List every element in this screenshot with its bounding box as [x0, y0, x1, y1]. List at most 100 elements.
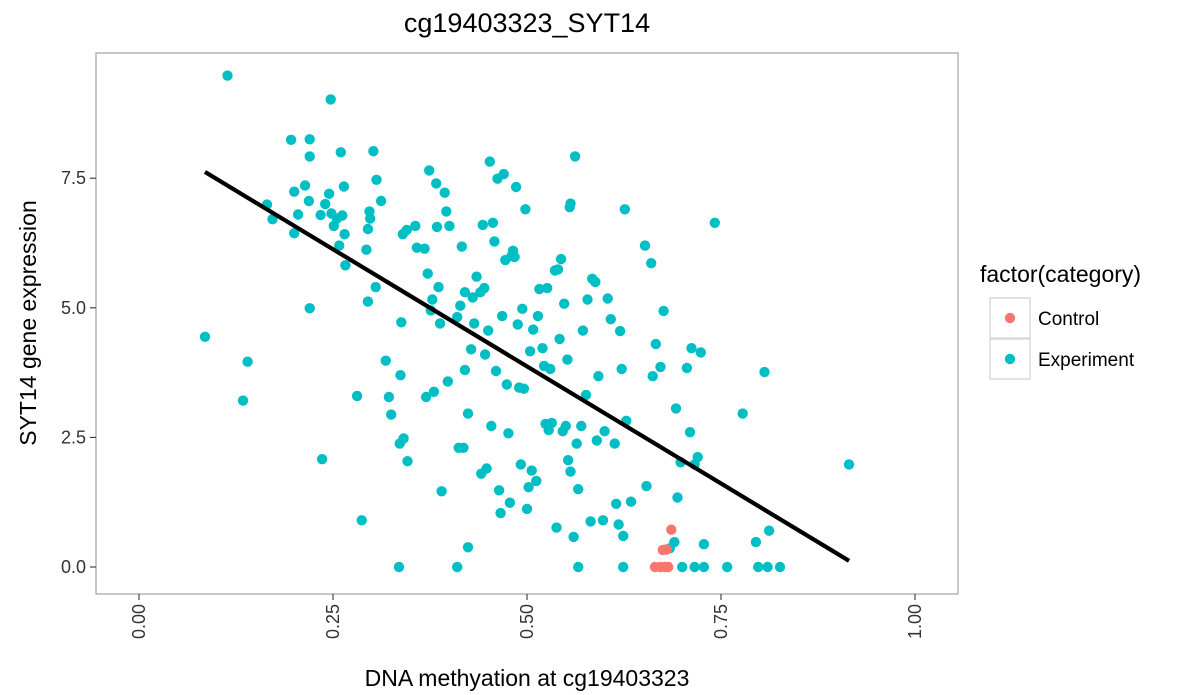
- point-experiment: [591, 435, 602, 446]
- point-experiment: [658, 305, 669, 317]
- point-experiment: [762, 561, 773, 573]
- point-experiment: [337, 210, 348, 221]
- point-experiment: [625, 496, 637, 507]
- point-experiment: [289, 228, 300, 239]
- y-axis-title: SYT14 gene expression: [15, 200, 41, 446]
- point-experiment: [520, 204, 531, 215]
- point-experiment: [670, 403, 682, 414]
- legend-title: factor(category): [980, 261, 1141, 287]
- point-experiment: [493, 485, 505, 496]
- point-control: [666, 524, 677, 535]
- point-experiment: [424, 165, 435, 176]
- point-experiment: [692, 451, 703, 463]
- point-experiment: [237, 395, 249, 406]
- point-experiment: [375, 195, 387, 207]
- point-experiment: [495, 507, 506, 519]
- point-experiment: [422, 268, 433, 279]
- point-experiment: [737, 408, 748, 419]
- point-experiment: [402, 456, 413, 467]
- point-experiment: [383, 391, 395, 403]
- point-experiment: [843, 459, 855, 470]
- point-experiment: [431, 178, 442, 189]
- point-experiment: [695, 347, 706, 358]
- y-tick-label: 2.5: [61, 427, 86, 447]
- point-experiment: [393, 561, 405, 573]
- point-experiment: [545, 363, 556, 375]
- point-experiment: [650, 338, 661, 350]
- point-experiment: [490, 365, 502, 377]
- point-experiment: [356, 515, 367, 526]
- point-experiment: [559, 298, 570, 309]
- point-experiment: [501, 379, 512, 390]
- point-experiment: [531, 475, 542, 487]
- point-experiment: [555, 253, 567, 265]
- point-experiment: [521, 503, 533, 515]
- point-experiment: [289, 186, 300, 197]
- point-experiment: [335, 147, 346, 158]
- point-experiment: [452, 311, 463, 323]
- point-experiment: [669, 536, 680, 548]
- point-control: [661, 544, 672, 555]
- point-experiment: [431, 221, 443, 233]
- point-experiment: [503, 428, 514, 439]
- point-experiment: [504, 497, 516, 508]
- point-experiment: [371, 174, 382, 185]
- legend: factor(category) Control Experiment: [980, 261, 1141, 380]
- point-experiment: [456, 241, 467, 252]
- point-experiment: [334, 240, 345, 251]
- point-experiment: [647, 371, 658, 382]
- point-experiment: [459, 287, 471, 298]
- point-experiment: [605, 314, 616, 325]
- point-experiment: [619, 204, 630, 215]
- point-experiment: [698, 539, 710, 550]
- point-experiment: [292, 209, 304, 220]
- point-experiment: [515, 459, 526, 470]
- point-experiment: [386, 409, 397, 420]
- point-experiment: [655, 361, 666, 373]
- point-experiment: [479, 282, 490, 294]
- point-experiment: [641, 480, 652, 492]
- point-experiment: [477, 219, 488, 231]
- point-experiment: [614, 325, 626, 337]
- point-experiment: [573, 561, 584, 573]
- point-experiment: [611, 498, 622, 509]
- point-experiment: [441, 206, 452, 217]
- point-experiment: [580, 389, 592, 401]
- point-experiment: [571, 438, 582, 449]
- point-experiment: [573, 484, 584, 495]
- point-experiment: [428, 386, 440, 397]
- point-experiment: [484, 156, 495, 167]
- point-experiment: [532, 310, 544, 322]
- point-experiment: [325, 94, 336, 105]
- x-tick-label: 0.25: [323, 604, 343, 639]
- x-tick-label: 0.50: [517, 604, 537, 639]
- point-experiment: [677, 561, 688, 573]
- point-experiment: [420, 391, 432, 403]
- point-experiment: [552, 264, 564, 275]
- point-experiment: [774, 561, 786, 573]
- point-experiment: [242, 356, 253, 367]
- point-experiment: [467, 292, 478, 303]
- x-axis-title: DNA methyation at cg19403323: [365, 665, 690, 691]
- point-experiment: [565, 198, 576, 209]
- point-experiment: [442, 376, 453, 387]
- point-experiment: [602, 293, 613, 304]
- point-experiment: [537, 343, 548, 354]
- point-experiment: [489, 236, 500, 247]
- point-experiment: [753, 561, 764, 573]
- chart-title: cg19403323_SYT14: [404, 8, 650, 38]
- point-experiment: [462, 542, 474, 553]
- point-experiment: [439, 187, 450, 198]
- legend-label-control: Control: [1038, 309, 1099, 330]
- point-experiment: [304, 134, 315, 145]
- point-experiment: [518, 383, 530, 394]
- point-experiment: [483, 325, 494, 336]
- legend-label-experiment: Experiment: [1038, 350, 1135, 371]
- point-experiment: [560, 420, 571, 432]
- point-experiment: [479, 349, 491, 360]
- point-experiment: [681, 362, 693, 374]
- x-tick-label: 0.00: [129, 604, 149, 639]
- point-experiment: [315, 209, 326, 221]
- point-experiment: [709, 217, 720, 228]
